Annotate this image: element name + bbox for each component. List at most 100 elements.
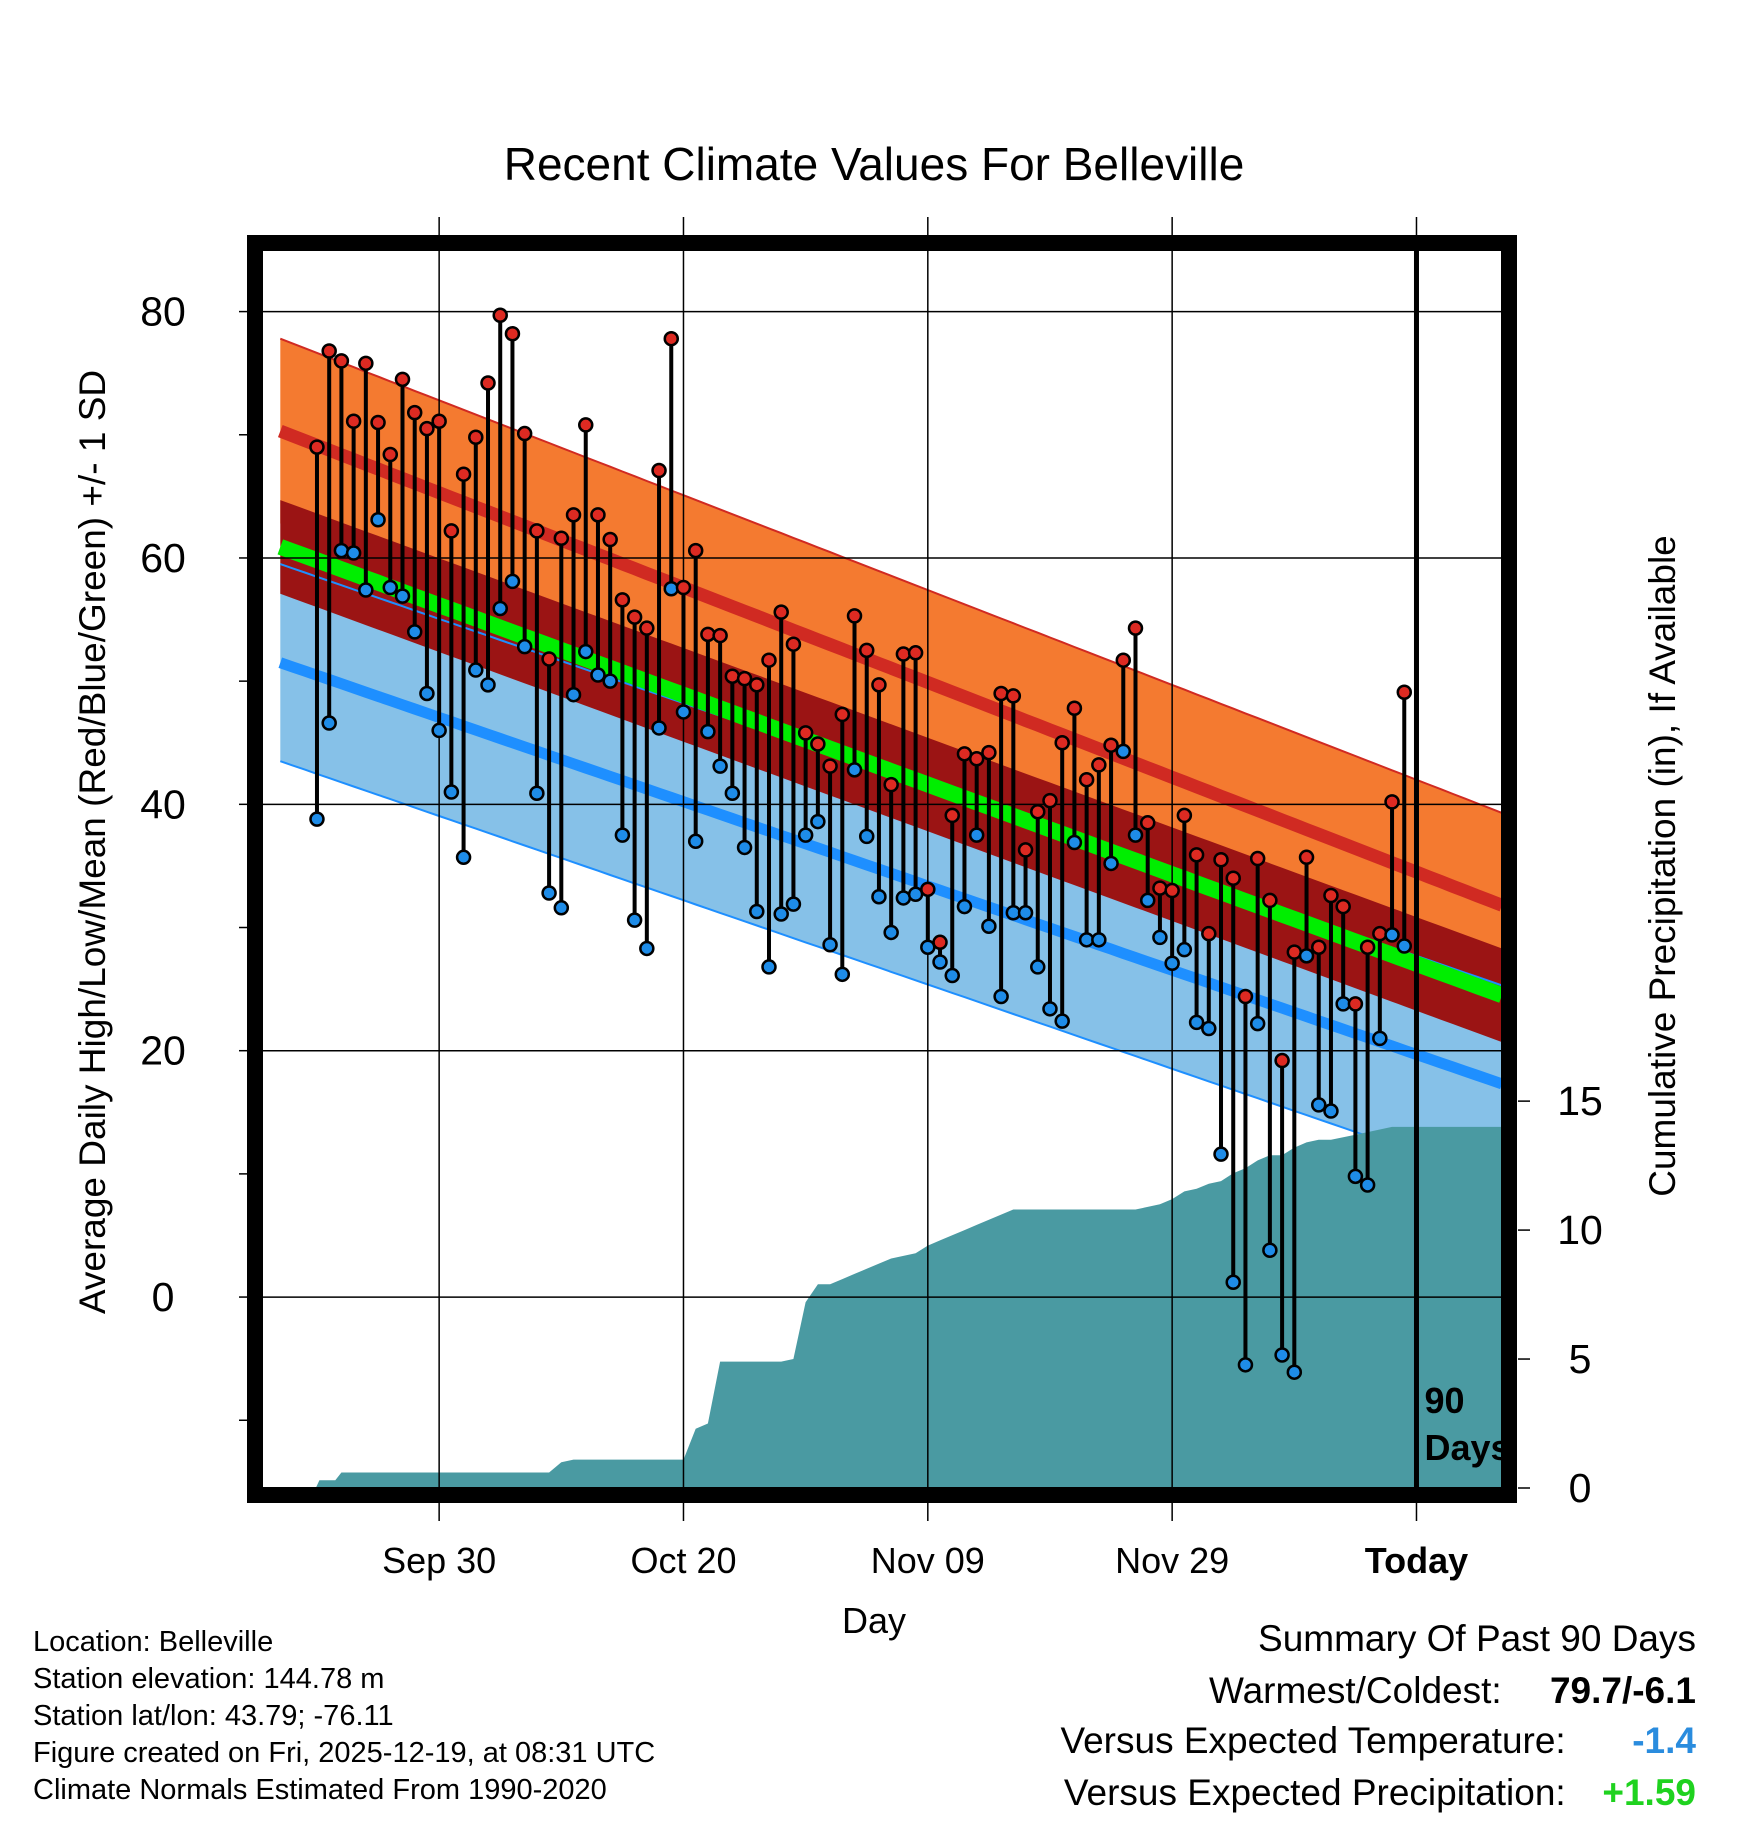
daily-high-point [1188, 847, 1205, 863]
y-tick-label: 20 [140, 1028, 186, 1074]
x-tick-label: Nov 29 [1115, 1540, 1229, 1581]
latlon-text: Station lat/lon: 43.79; -76.11 [33, 1700, 394, 1732]
daily-high-point [492, 307, 508, 324]
daily-high-point [834, 706, 851, 723]
normals-text: Climate Normals Estimated From 1990-2020 [33, 1774, 607, 1806]
daily-low-point [1359, 1177, 1376, 1193]
daily-low-point [1152, 929, 1168, 946]
location-text: Location: Belleville [33, 1626, 274, 1658]
daily-low-point [1201, 1020, 1217, 1037]
daily-low-point [700, 723, 716, 740]
daily-high-point [1384, 794, 1400, 810]
daily-high-point [1078, 771, 1095, 788]
axes: 0 20 40 60 80 Sep 30 Oct 20 Nov 09 Nov 29 Today 0 5… [72, 217, 1683, 1641]
daily-low-point [516, 638, 533, 655]
daily-high-point [1127, 620, 1144, 636]
daily-low-point [370, 512, 386, 528]
daily-low-point [1066, 834, 1083, 851]
daily-low-point [1286, 1364, 1303, 1380]
daily-high-point [1005, 688, 1022, 704]
daily-low-point [981, 918, 997, 935]
daily-low-point [834, 966, 851, 983]
daily-low-point [443, 784, 460, 800]
daily-high-point [981, 744, 997, 761]
daily-low-point [1176, 941, 1193, 958]
x-tick-label: Nov 09 [871, 1540, 985, 1581]
daily-high-point [370, 414, 386, 431]
precip-anomaly-label: Versus Expected Precipitation: [1063, 1772, 1566, 1813]
y-tick-label: 40 [140, 781, 186, 827]
daily-low-point [761, 959, 777, 975]
daily-low-point [993, 988, 1009, 1005]
daily-low-point [1262, 1242, 1278, 1259]
y-tick-label: 0 [152, 1274, 175, 1320]
daily-high-point [1372, 925, 1388, 942]
daily-high-point [602, 531, 618, 548]
daily-high-point [455, 466, 472, 482]
daily-high-point [895, 646, 912, 662]
daily-high-point [993, 685, 1009, 702]
daily-low-point [1298, 948, 1315, 964]
y2-tick-label: 5 [1569, 1336, 1592, 1382]
daily-high-point [639, 620, 655, 636]
daily-high-point [1310, 939, 1327, 955]
warmest-coldest-value: 79.7/-6.1 [1549, 1670, 1696, 1711]
warmest-coldest-row: Warmest/Coldest: 79.7/-6.1 [1209, 1670, 1696, 1712]
daily-high-point [858, 642, 875, 659]
daily-high-point [1347, 996, 1364, 1012]
daily-low-point [492, 600, 508, 617]
daily-high-point [810, 736, 826, 752]
daily-high-point [394, 371, 411, 388]
plot-area [262, 250, 1502, 1488]
daily-low-point [565, 686, 582, 703]
y-tick-label: 60 [140, 535, 186, 581]
x-tick-label: Oct 20 [630, 1540, 736, 1581]
daily-high-point [529, 523, 545, 539]
daily-high-point [1115, 652, 1132, 668]
daily-low-point [614, 827, 631, 843]
daily-high-point [406, 404, 423, 421]
daily-high-point [321, 343, 337, 359]
created-text: Figure created on Fri, 2025-12-19, at 08… [33, 1737, 656, 1769]
daily-low-point [333, 542, 350, 559]
daily-high-point [773, 604, 789, 620]
daily-low-point [1164, 955, 1180, 971]
daily-high-point [419, 420, 435, 437]
daily-high-point [1139, 815, 1156, 831]
daily-low-point [406, 624, 423, 640]
daily-high-point [920, 881, 936, 898]
mean-normal-line [277, 539, 1502, 1003]
y2-axis-title: Cumulative Precipitation (in), If Availa… [1642, 535, 1683, 1197]
daily-low-point [541, 885, 557, 901]
daily-high-point [1042, 792, 1058, 809]
daily-low-point [1274, 1347, 1290, 1363]
precip-anomaly-row: Versus Expected Precipitation: +1.59 [1064, 1772, 1696, 1814]
daily-high-point [553, 530, 570, 547]
daily-low-point [1372, 1030, 1388, 1047]
daily-high-point [358, 355, 374, 372]
summary-panel: Summary Of Past 90 Days Warmest/Coldest:… [876, 1618, 1696, 1828]
daily-high-point [443, 523, 460, 539]
daily-high-point [1274, 1052, 1290, 1069]
daily-high-point [883, 776, 899, 793]
daily-low-point [944, 967, 960, 984]
daily-low-point [822, 937, 838, 953]
high-band-upper-edge [279, 337, 1502, 814]
elevation-text: Station elevation: 144.78 m [33, 1663, 385, 1695]
daily-high-point [1054, 734, 1070, 751]
daily-low-point [1103, 855, 1119, 872]
daily-high-point [626, 609, 643, 625]
daily-high-point [541, 651, 557, 667]
chart-title: Recent Climate Values For Belleville [504, 138, 1245, 190]
daily-high-point [1213, 852, 1229, 868]
daily-low-point [1127, 827, 1144, 843]
daily-high-point [1359, 939, 1376, 955]
daily-high-point [614, 592, 631, 608]
daily-high-point [333, 353, 350, 369]
daily-low-point [1225, 1274, 1241, 1291]
daily-low-point [1249, 1015, 1266, 1032]
daily-low-point [1115, 743, 1132, 760]
daily-high-point [675, 579, 692, 596]
daily-high-point [822, 758, 838, 774]
daily-high-point [1262, 892, 1278, 909]
